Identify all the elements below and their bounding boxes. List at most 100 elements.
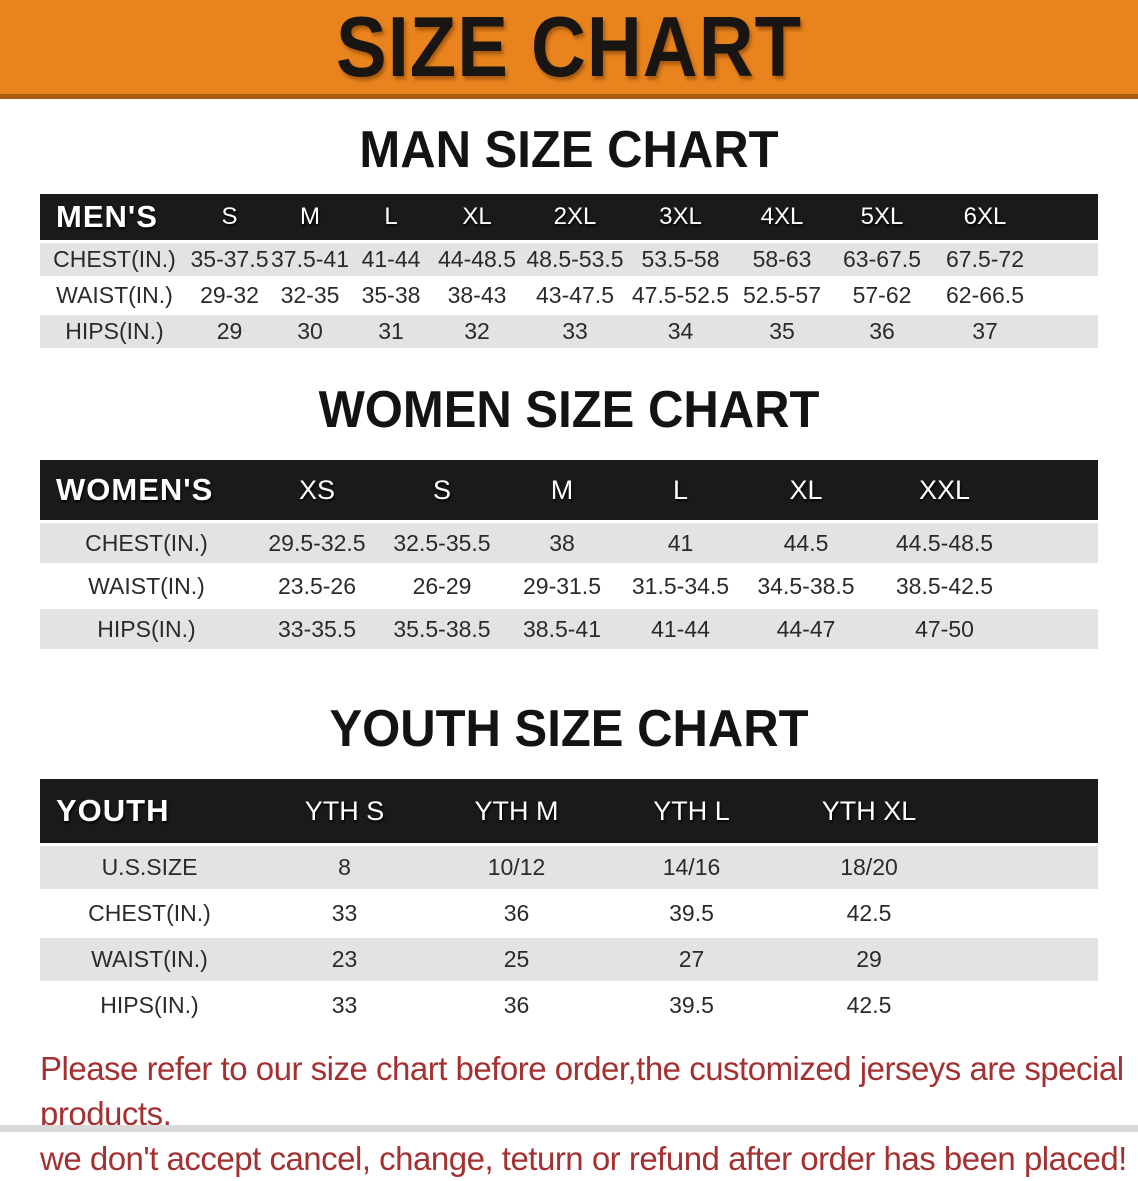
size-value: 57-62	[831, 279, 933, 312]
mens-size-table: MEN'S S M L XL 2XL 3XL 4XL 5XL 6XL CHEST(IN.) 35-…	[40, 191, 1098, 351]
size-value: 58-63	[733, 243, 831, 276]
size-column-header: S	[381, 460, 503, 520]
size-value: 34	[628, 315, 733, 348]
size-chart-banner: SIZE CHART	[0, 0, 1138, 99]
size-value: 27	[603, 938, 780, 981]
order-policy-line-2: we don't accept cancel, change, teturn o…	[40, 1140, 1127, 1177]
size-value: 44.5-48.5	[872, 523, 1017, 563]
youth-size-table: YOUTH YTH S YTH M YTH L YTH XL U.S.SIZE 8 10/…	[40, 776, 1098, 1030]
youth-size-chart-heading: YOUTH SIZE CHART	[329, 700, 809, 758]
size-column-header: YTH S	[259, 779, 430, 843]
size-value: 53.5-58	[628, 243, 733, 276]
size-value: 23	[259, 938, 430, 981]
size-column-header: YTH XL	[780, 779, 958, 843]
size-value: 35	[733, 315, 831, 348]
womens-size-table: WOMEN'S XS S M L XL XXL CHEST(IN.) 29.5-32.5 32…	[40, 457, 1098, 652]
measurement-row: U.S.SIZE 8 10/12 14/16 18/20	[40, 846, 1098, 889]
spacer	[1037, 315, 1098, 348]
spacer	[1017, 566, 1098, 606]
size-value: 38-43	[432, 279, 522, 312]
measurement-label: HIPS(IN.)	[40, 315, 189, 348]
size-value: 38.5-41	[503, 609, 621, 649]
size-value: 31	[350, 315, 432, 348]
size-value: 18/20	[780, 846, 958, 889]
measurement-row: CHEST(IN.) 35-37.5 37.5-41 41-44 44-48.5 48.5…	[40, 243, 1098, 276]
size-value: 35.5-38.5	[381, 609, 503, 649]
measurement-label: WAIST(IN.)	[40, 279, 189, 312]
size-column-header: XS	[253, 460, 381, 520]
size-value: 31.5-34.5	[621, 566, 740, 606]
size-column-header: XL	[432, 194, 522, 240]
size-value: 26-29	[381, 566, 503, 606]
mens-table-label: MEN'S	[40, 194, 189, 240]
womens-header-row: WOMEN'S XS S M L XL XXL	[40, 460, 1098, 520]
spacer	[958, 938, 1098, 981]
measurement-row: HIPS(IN.) 29 30 31 32 33 34 35 36 37	[40, 315, 1098, 348]
youth-header-row: YOUTH YTH S YTH M YTH L YTH XL	[40, 779, 1098, 843]
measurement-row: WAIST(IN.) 23 25 27 29	[40, 938, 1098, 981]
size-value: 44-48.5	[432, 243, 522, 276]
measurement-row: CHEST(IN.) 33 36 39.5 42.5	[40, 892, 1098, 935]
spacer	[958, 892, 1098, 935]
spacer	[958, 984, 1098, 1027]
banner-title: SIZE CHART	[336, 0, 802, 95]
mens-header-row: MEN'S S M L XL 2XL 3XL 4XL 5XL 6XL	[40, 194, 1098, 240]
size-value: 14/16	[603, 846, 780, 889]
size-value: 29.5-32.5	[253, 523, 381, 563]
size-value: 35-37.5	[189, 243, 270, 276]
size-value: 32-35	[270, 279, 350, 312]
size-value: 47.5-52.5	[628, 279, 733, 312]
size-value: 29-31.5	[503, 566, 621, 606]
size-value: 67.5-72	[933, 243, 1037, 276]
size-value: 33	[259, 984, 430, 1027]
spacer	[1037, 194, 1098, 240]
man-size-chart-heading: MAN SIZE CHART	[359, 121, 779, 179]
size-value: 35-38	[350, 279, 432, 312]
size-column-header: 2XL	[522, 194, 628, 240]
size-value: 39.5	[603, 984, 780, 1027]
size-value: 41-44	[621, 609, 740, 649]
size-value: 36	[430, 984, 603, 1027]
bottom-edge-strip	[0, 1125, 1138, 1132]
spacer	[1017, 460, 1098, 520]
size-value: 44.5	[740, 523, 872, 563]
measurement-label: CHEST(IN.)	[40, 892, 259, 935]
size-value: 23.5-26	[253, 566, 381, 606]
measurement-row: HIPS(IN.) 33-35.5 35.5-38.5 38.5-41 41-44 44-…	[40, 609, 1098, 649]
measurement-row: WAIST(IN.) 29-32 32-35 35-38 38-43 43-47.5 47.…	[40, 279, 1098, 312]
size-value: 36	[831, 315, 933, 348]
order-policy-note: Please refer to our size chart before or…	[40, 1046, 1138, 1181]
size-column-header: 3XL	[628, 194, 733, 240]
measurement-row: HIPS(IN.) 33 36 39.5 42.5	[40, 984, 1098, 1027]
size-value: 63-67.5	[831, 243, 933, 276]
size-value: 33	[522, 315, 628, 348]
size-column-header: S	[189, 194, 270, 240]
spacer	[958, 846, 1098, 889]
measurement-row: CHEST(IN.) 29.5-32.5 32.5-35.5 38 41 44.5 44.5…	[40, 523, 1098, 563]
size-value: 42.5	[780, 892, 958, 935]
size-value: 36	[430, 892, 603, 935]
size-column-header: M	[270, 194, 350, 240]
women-size-chart-heading: WOMEN SIZE CHART	[318, 381, 820, 439]
size-column-header: M	[503, 460, 621, 520]
size-column-header: XXL	[872, 460, 1017, 520]
womens-table-label: WOMEN'S	[40, 460, 253, 520]
size-value: 43-47.5	[522, 279, 628, 312]
spacer	[1037, 243, 1098, 276]
measurement-label: WAIST(IN.)	[40, 566, 253, 606]
size-value: 32.5-35.5	[381, 523, 503, 563]
size-column-header: 4XL	[733, 194, 831, 240]
size-value: 10/12	[430, 846, 603, 889]
size-value: 41-44	[350, 243, 432, 276]
spacer	[1017, 609, 1098, 649]
size-value: 37	[933, 315, 1037, 348]
measurement-label: CHEST(IN.)	[40, 243, 189, 276]
size-value: 29	[189, 315, 270, 348]
size-value: 37.5-41	[270, 243, 350, 276]
size-column-header: 6XL	[933, 194, 1037, 240]
size-column-header: YTH L	[603, 779, 780, 843]
size-column-header: L	[621, 460, 740, 520]
size-value: 48.5-53.5	[522, 243, 628, 276]
size-value: 33	[259, 892, 430, 935]
size-value: 8	[259, 846, 430, 889]
